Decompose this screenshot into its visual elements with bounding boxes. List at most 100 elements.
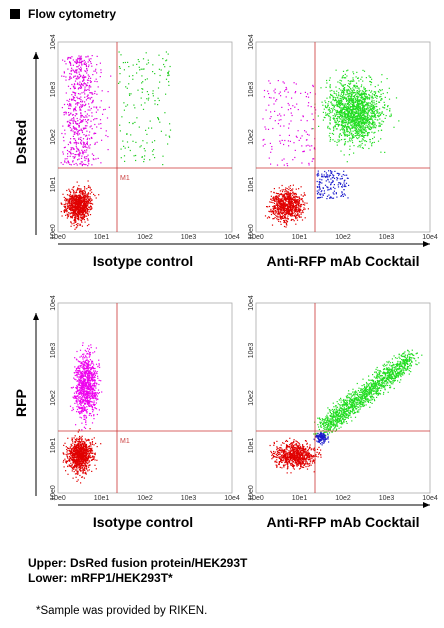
event-dot xyxy=(300,194,302,196)
event-dot xyxy=(89,138,91,140)
event-dot xyxy=(83,216,86,218)
event-dot xyxy=(360,78,362,80)
event-dot xyxy=(67,199,69,201)
event-dot xyxy=(86,122,89,124)
event-dot xyxy=(312,118,314,121)
event-dot xyxy=(358,91,361,93)
event-dot xyxy=(73,206,75,209)
event-dot xyxy=(77,187,79,189)
event-dot xyxy=(160,69,162,71)
event-dot xyxy=(68,204,70,206)
event-dot xyxy=(355,129,357,131)
event-dot xyxy=(363,129,365,131)
event-dot xyxy=(318,125,320,127)
event-dot xyxy=(276,197,278,199)
event-dot xyxy=(352,113,354,115)
event-dot xyxy=(356,131,358,133)
event-dot xyxy=(68,194,70,196)
event-dot xyxy=(343,125,345,127)
event-dot xyxy=(349,117,351,119)
event-dot xyxy=(344,123,346,125)
event-dot xyxy=(283,198,285,201)
event-dot xyxy=(144,79,146,81)
event-dot xyxy=(69,206,71,208)
event-dot xyxy=(61,203,63,205)
event-dot xyxy=(359,90,361,92)
event-dot xyxy=(73,97,75,99)
event-dot xyxy=(271,211,273,213)
event-dot xyxy=(337,105,339,108)
event-dot xyxy=(364,112,366,115)
event-dot xyxy=(289,213,291,215)
event-dot xyxy=(89,131,91,133)
event-dot xyxy=(151,150,154,152)
event-dot xyxy=(94,142,96,144)
event-dot xyxy=(78,206,81,208)
event-dot xyxy=(144,155,146,157)
event-dot xyxy=(345,98,347,100)
event-dot xyxy=(324,117,326,119)
event-dot xyxy=(307,96,310,98)
event-dot xyxy=(118,66,121,68)
event-dot xyxy=(363,123,365,125)
event-dot xyxy=(339,178,341,180)
event-dot xyxy=(344,87,346,89)
event-dot xyxy=(142,58,145,60)
event-dot xyxy=(353,73,355,75)
event-dot xyxy=(70,207,72,209)
event-dot xyxy=(355,115,357,117)
event-dot xyxy=(80,101,82,103)
event-dot xyxy=(75,455,77,457)
event-dot xyxy=(76,69,78,71)
event-dot xyxy=(361,118,364,120)
event-dot xyxy=(373,91,375,93)
event-dot xyxy=(295,83,297,85)
event-dot xyxy=(362,118,364,120)
event-dot xyxy=(74,138,76,140)
event-dot xyxy=(373,115,375,118)
event-dot xyxy=(335,123,337,125)
event-dot xyxy=(74,473,77,475)
event-dot xyxy=(351,99,353,101)
event-dot xyxy=(73,201,75,203)
event-dot xyxy=(81,152,83,154)
event-dot xyxy=(70,210,72,212)
event-dot xyxy=(81,164,83,167)
event-dot xyxy=(357,124,360,126)
y-tick-label: 10e4 xyxy=(248,34,255,50)
event-dot xyxy=(303,209,305,211)
event-dot xyxy=(80,204,82,206)
event-dot xyxy=(73,212,75,214)
event-dot xyxy=(86,95,88,98)
event-dot xyxy=(149,120,151,122)
event-dot xyxy=(86,218,88,220)
event-dot xyxy=(294,208,296,210)
event-dot xyxy=(346,114,348,116)
event-dot xyxy=(383,113,385,116)
event-dot xyxy=(367,105,369,107)
event-dot xyxy=(342,129,344,131)
event-dot xyxy=(78,129,80,132)
event-dot xyxy=(329,110,331,112)
event-dot xyxy=(341,121,343,124)
event-dot xyxy=(273,97,275,99)
event-dot xyxy=(87,204,89,206)
event-dot xyxy=(72,195,74,197)
event-dot xyxy=(339,129,341,131)
event-dot xyxy=(329,128,331,130)
event-dot xyxy=(347,130,349,132)
event-dot xyxy=(77,76,79,78)
event-dot xyxy=(72,147,74,149)
event-dot xyxy=(77,212,79,215)
event-dot xyxy=(286,163,288,165)
event-dot xyxy=(75,214,77,216)
event-dot xyxy=(80,87,83,89)
event-dot xyxy=(357,134,359,136)
event-dot xyxy=(69,451,71,453)
event-dot xyxy=(357,110,359,112)
event-dot xyxy=(293,210,295,212)
event-dot xyxy=(300,92,302,94)
event-dot xyxy=(84,159,86,161)
event-dot xyxy=(317,175,319,177)
event-dot xyxy=(361,111,363,113)
